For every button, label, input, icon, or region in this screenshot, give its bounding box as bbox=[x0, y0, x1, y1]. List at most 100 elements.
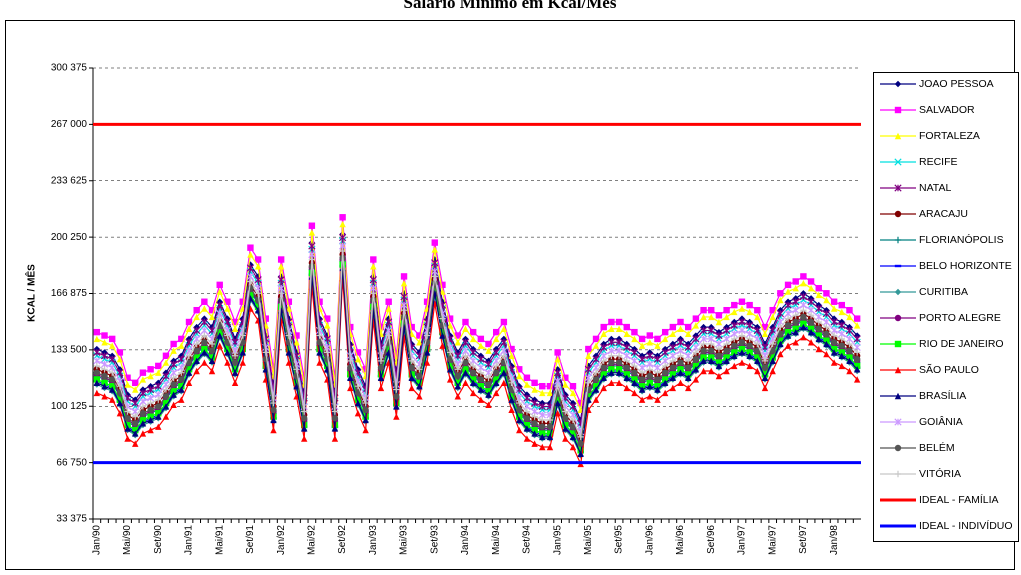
data-point bbox=[385, 318, 393, 326]
data-point bbox=[193, 354, 200, 361]
data-point bbox=[692, 366, 700, 373]
data-point bbox=[431, 273, 438, 280]
data-point bbox=[377, 357, 385, 365]
data-point bbox=[508, 352, 515, 359]
data-point bbox=[853, 322, 861, 329]
data-point bbox=[400, 279, 408, 287]
data-point bbox=[523, 415, 531, 422]
data-point bbox=[631, 389, 638, 397]
data-point bbox=[285, 359, 293, 366]
data-point bbox=[493, 389, 500, 397]
data-point bbox=[170, 388, 177, 395]
data-point bbox=[93, 328, 101, 336]
data-point bbox=[185, 325, 193, 332]
data-point bbox=[224, 349, 231, 356]
data-point bbox=[147, 372, 154, 380]
data-point bbox=[708, 306, 715, 314]
data-point bbox=[139, 430, 147, 437]
data-point bbox=[201, 349, 208, 356]
data-point bbox=[93, 389, 101, 397]
data-point bbox=[784, 281, 792, 289]
data-point bbox=[454, 372, 461, 380]
data-point bbox=[715, 352, 723, 359]
data-point bbox=[500, 338, 508, 346]
data-point bbox=[400, 320, 408, 327]
data-point bbox=[569, 433, 577, 441]
data-point bbox=[577, 399, 584, 407]
data-point bbox=[293, 332, 300, 339]
data-point bbox=[746, 308, 753, 316]
data-point bbox=[477, 342, 485, 349]
data-point bbox=[185, 335, 193, 343]
data-point bbox=[508, 406, 515, 414]
data-point bbox=[493, 362, 500, 370]
data-point bbox=[154, 382, 162, 390]
data-point bbox=[554, 369, 562, 377]
data-point bbox=[109, 342, 116, 349]
data-point bbox=[592, 335, 600, 343]
data-point bbox=[469, 379, 477, 387]
data-point bbox=[700, 347, 707, 354]
data-point bbox=[723, 306, 730, 314]
data-point bbox=[454, 366, 461, 373]
data-point bbox=[354, 399, 362, 407]
data-point bbox=[423, 359, 431, 366]
data-point bbox=[823, 323, 830, 331]
data-point bbox=[546, 382, 554, 390]
data-point bbox=[354, 349, 362, 356]
data-point bbox=[439, 342, 446, 349]
data-point bbox=[830, 305, 838, 312]
data-point bbox=[738, 339, 746, 346]
data-point bbox=[462, 318, 469, 326]
data-point bbox=[830, 345, 838, 353]
data-point bbox=[539, 443, 546, 451]
data-point bbox=[116, 355, 124, 363]
data-point bbox=[147, 413, 154, 420]
data-point bbox=[607, 338, 616, 346]
legend-marker bbox=[894, 80, 902, 88]
data-point bbox=[784, 332, 792, 339]
data-point bbox=[277, 263, 285, 270]
data-point bbox=[815, 285, 822, 292]
y-tick-label: 233 625 bbox=[51, 175, 88, 186]
data-point bbox=[746, 335, 753, 343]
data-point bbox=[853, 362, 861, 370]
data-point bbox=[615, 352, 623, 359]
data-point bbox=[784, 322, 792, 329]
data-point bbox=[569, 416, 577, 424]
data-point bbox=[692, 362, 700, 370]
data-point bbox=[846, 367, 853, 375]
data-point bbox=[155, 379, 162, 387]
data-point bbox=[116, 382, 124, 390]
data-point bbox=[638, 369, 646, 376]
data-point bbox=[101, 393, 108, 400]
data-point bbox=[715, 372, 723, 380]
data-point bbox=[823, 337, 830, 344]
data-point bbox=[185, 338, 193, 346]
data-point bbox=[416, 372, 423, 380]
data-point bbox=[738, 359, 746, 366]
data-point bbox=[584, 365, 592, 373]
data-point bbox=[431, 259, 439, 267]
data-point bbox=[754, 313, 761, 321]
data-point bbox=[170, 401, 177, 408]
data-point bbox=[807, 312, 815, 319]
data-point bbox=[439, 332, 446, 339]
data-point bbox=[792, 312, 799, 319]
data-point bbox=[699, 326, 708, 335]
data-point bbox=[178, 396, 185, 403]
data-point bbox=[347, 357, 354, 365]
data-point bbox=[838, 318, 845, 326]
data-point bbox=[761, 330, 769, 338]
data-point bbox=[715, 362, 723, 370]
data-point bbox=[615, 379, 623, 387]
data-point bbox=[807, 339, 815, 346]
data-point bbox=[301, 408, 308, 415]
data-point bbox=[139, 410, 147, 417]
x-tick-label: Set/94 bbox=[522, 525, 533, 554]
data-point bbox=[485, 340, 492, 348]
data-point bbox=[93, 335, 101, 343]
data-point bbox=[608, 318, 615, 326]
data-point bbox=[262, 355, 269, 363]
data-point bbox=[485, 347, 492, 354]
